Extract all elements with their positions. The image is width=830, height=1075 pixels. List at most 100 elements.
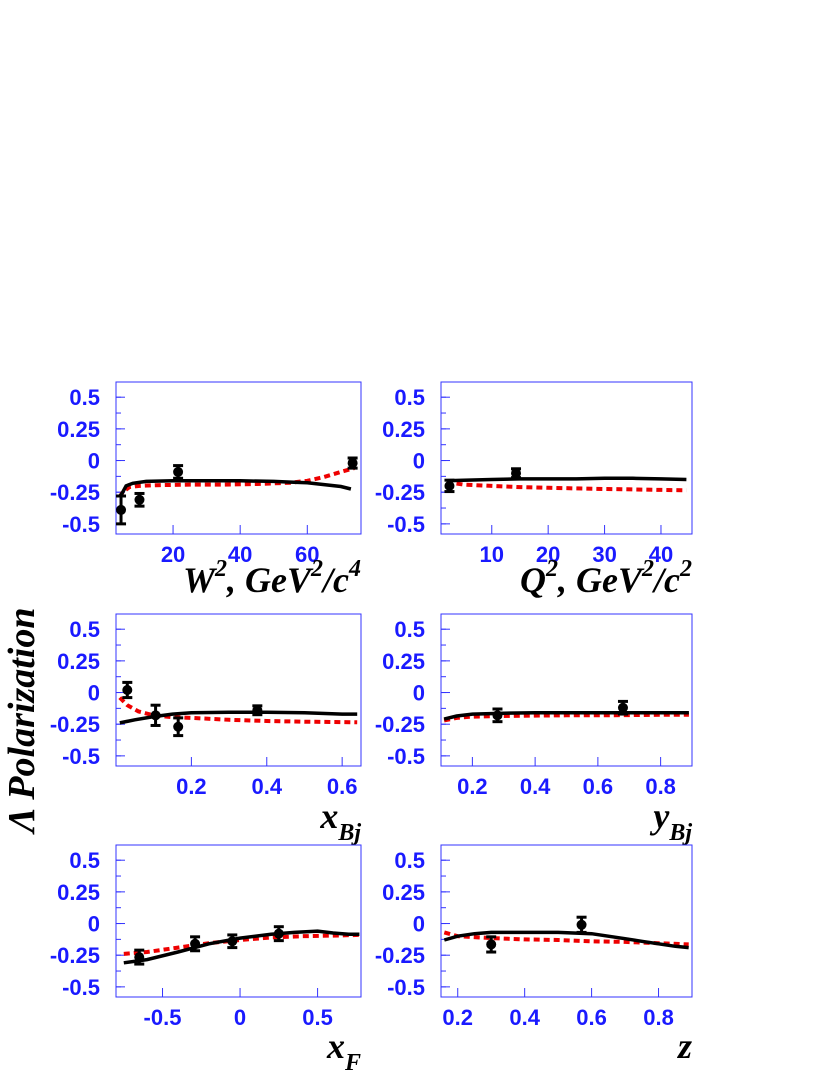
y-tick-label: 0.25 — [382, 649, 425, 674]
solid-curve — [119, 710, 358, 725]
y-tick-label: -0.25 — [50, 943, 100, 968]
data-point — [116, 504, 127, 515]
data-point — [576, 919, 587, 930]
data-point — [617, 702, 628, 713]
x-title-sup: 2 — [679, 556, 692, 582]
data-point — [173, 721, 184, 732]
x-tick-label: -0.5 — [144, 1005, 182, 1030]
dashed-curve — [123, 932, 360, 956]
x-title-tail: /c — [320, 560, 349, 600]
y-tick-label: 0 — [413, 912, 425, 937]
panel-frame — [115, 613, 362, 767]
x-tick-label: 0.2 — [457, 774, 488, 799]
panel-frame — [440, 381, 693, 535]
y-tick-label: 0.25 — [382, 880, 425, 905]
x-tick-label: 30 — [592, 542, 616, 567]
x-tick-label: 40 — [228, 542, 252, 567]
panel-frame — [115, 381, 362, 535]
x-tick-label: 0.5 — [302, 1005, 333, 1030]
x-tick-label: 20 — [161, 542, 185, 567]
y-tick-label: -0.25 — [375, 712, 425, 737]
y-tick-label: 0 — [88, 681, 100, 706]
x-title-sup: 2 — [214, 556, 227, 582]
x-title-sup: 2 — [641, 556, 654, 582]
y-tick-label: -0.5 — [62, 975, 100, 1000]
x-tick-label: 0.6 — [583, 774, 614, 799]
x-title-sub: Bj — [668, 820, 692, 846]
panel-frame — [440, 613, 693, 767]
data-point — [134, 494, 145, 505]
data-point — [173, 466, 184, 477]
y-tick-label: 0.5 — [394, 617, 425, 642]
solid-curve — [117, 479, 352, 499]
x-title-sub: Bj — [337, 820, 361, 846]
x-tick-label: 0.6 — [576, 1005, 607, 1030]
x-axis-title: Q2, GeV2/c2 — [520, 556, 692, 600]
x-tick-label: 0.8 — [645, 774, 676, 799]
x-axis-title: xBj — [319, 796, 361, 846]
y-tick-label: -0.25 — [50, 712, 100, 737]
data-point — [486, 939, 497, 950]
x-axis-title: yBj — [649, 796, 692, 846]
y-tick-label: 0 — [88, 449, 100, 474]
y-tick-label: 0.25 — [57, 417, 100, 442]
y-tick-label: -0.25 — [50, 480, 100, 505]
data-point — [252, 705, 263, 716]
y-axis-label: Λ Polarization — [1, 608, 43, 836]
panel-frame — [115, 844, 362, 998]
data-point — [273, 928, 284, 939]
x-tick-label: 40 — [649, 542, 673, 567]
solid-curve — [123, 929, 360, 965]
panel-xf: 0.50.250-0.25-0.5-0.5 0 0.5xF — [50, 844, 362, 1075]
x-tick-label: 0.4 — [509, 1005, 540, 1030]
y-tick-label: 0 — [413, 681, 425, 706]
x-axis-title: z — [676, 1026, 692, 1066]
panel-z: 0.5 0.25 0 -0.25 -0.5 0.2 0.4 0.6 0.8z — [375, 844, 693, 1066]
y-tick-label: -0.25 — [375, 480, 425, 505]
y-tick-label: 0.5 — [394, 848, 425, 873]
y-tick-label: 0.5 — [69, 848, 100, 873]
x-tick-label: 0 — [234, 1005, 246, 1030]
y-tick-label: -0.5 — [387, 975, 425, 1000]
y-tick-label: -0.5 — [62, 744, 100, 769]
x-tick-label: 0.2 — [176, 774, 207, 799]
data-point — [190, 938, 201, 949]
solid-curve — [443, 930, 689, 950]
y-tick-label: 0.25 — [57, 649, 100, 674]
x-tick-label: 0.4 — [251, 774, 282, 799]
x-tick-label: 10 — [480, 542, 504, 567]
x-title-sub: F — [344, 1050, 361, 1075]
solid-curve — [443, 711, 689, 721]
data-point — [347, 458, 358, 469]
x-title-sup: 2 — [545, 556, 558, 582]
data-point — [511, 468, 522, 479]
y-tick-label: -0.5 — [62, 512, 100, 537]
data-point — [492, 710, 503, 721]
y-tick-label: 0.5 — [394, 385, 425, 410]
y-tick-label: 0.25 — [57, 880, 100, 905]
x-title-mid: , GeV — [226, 560, 314, 600]
x-axis-title: xF — [326, 1026, 361, 1075]
x-title-sup: 4 — [348, 556, 361, 582]
y-tick-label: 0.25 — [382, 417, 425, 442]
y-tick-label: 0 — [88, 912, 100, 937]
x-title-main: x — [326, 1026, 345, 1066]
y-tick-label: -0.25 — [375, 943, 425, 968]
panel-frame — [440, 844, 693, 998]
x-axis-title: W2, GeV2/c4 — [183, 556, 361, 600]
x-title-main: y — [649, 796, 670, 836]
y-tick-label: -0.5 — [387, 512, 425, 537]
y-tick-label: 0 — [413, 449, 425, 474]
x-tick-label: 20 — [536, 542, 560, 567]
x-title-main: x — [319, 796, 338, 836]
x-tick-label: 60 — [295, 542, 319, 567]
x-title-mid: , GeV — [557, 560, 645, 600]
x-tick-label: 0.2 — [442, 1005, 473, 1030]
x-tick-label: 0.4 — [520, 774, 551, 799]
x-title-tail: /c — [651, 560, 680, 600]
data-point — [227, 936, 238, 947]
